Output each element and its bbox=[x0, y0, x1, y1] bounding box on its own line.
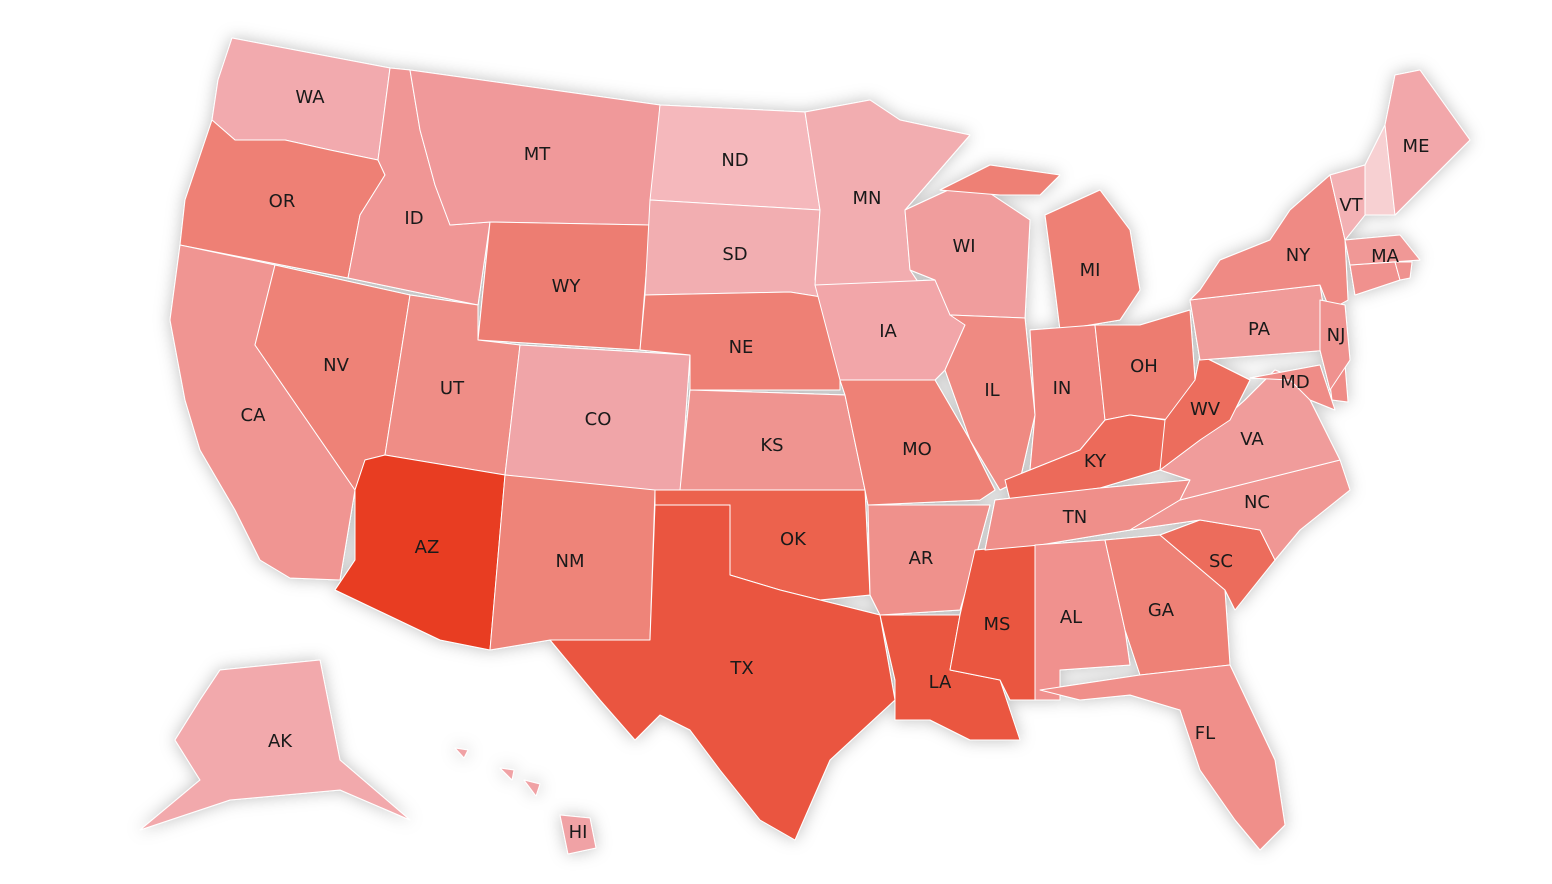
state-label: MN bbox=[853, 188, 882, 209]
state-label: WA bbox=[295, 87, 325, 108]
state-shape bbox=[839, 379, 996, 506]
state-label: AR bbox=[909, 548, 934, 569]
state-label: ND bbox=[721, 150, 748, 171]
state-label: MS bbox=[984, 614, 1011, 635]
state-label: ME bbox=[1403, 136, 1430, 157]
state-shape bbox=[1384, 69, 1471, 216]
state-label: OK bbox=[780, 529, 807, 550]
state-shape bbox=[1344, 234, 1421, 266]
state-label: HI bbox=[569, 822, 588, 843]
state-shape bbox=[1394, 261, 1413, 281]
state-label: KY bbox=[1084, 451, 1107, 472]
state-labels: WA OR CA NV ID MT WY UT AZ CO NM ND SD NE KS OK TX MN IA MO… bbox=[241, 87, 1430, 843]
state-shape bbox=[1039, 664, 1286, 851]
state-shape bbox=[1159, 354, 1251, 471]
state-label: CO bbox=[585, 409, 612, 430]
state-label: LA bbox=[929, 672, 952, 693]
state-shape bbox=[139, 659, 411, 831]
state-label: OR bbox=[269, 191, 296, 212]
state-label: VT bbox=[1339, 195, 1363, 216]
state-shape bbox=[1249, 364, 1336, 411]
state-label: GA bbox=[1148, 600, 1175, 621]
state-label: TX bbox=[729, 658, 753, 679]
state-shape bbox=[1129, 459, 1351, 561]
state-label: NM bbox=[556, 551, 585, 572]
state-label: MO bbox=[902, 439, 932, 460]
state-label: FL bbox=[1195, 723, 1215, 744]
state-shape bbox=[867, 504, 991, 616]
state-label: IL bbox=[984, 380, 999, 401]
state-label: TN bbox=[1062, 507, 1087, 528]
state-label: NE bbox=[729, 337, 754, 358]
state-label: WY bbox=[552, 276, 582, 297]
state-shape bbox=[939, 164, 1141, 331]
state-shape bbox=[944, 314, 1036, 491]
state-label: WI bbox=[952, 236, 975, 257]
state-label: AL bbox=[1060, 607, 1082, 628]
state-label: AK bbox=[268, 731, 293, 752]
state-label: IN bbox=[1053, 378, 1072, 399]
state-shape bbox=[454, 747, 597, 855]
state-shape bbox=[1319, 299, 1351, 391]
state-label: KS bbox=[760, 435, 783, 456]
state-label: MT bbox=[524, 144, 552, 165]
state-label: NY bbox=[1286, 245, 1311, 266]
state-label: NV bbox=[323, 355, 349, 376]
state-label: ID bbox=[404, 208, 423, 229]
state-shape bbox=[639, 291, 841, 391]
state-label: WV bbox=[1190, 399, 1221, 420]
state-label: UT bbox=[440, 378, 465, 399]
state-shape bbox=[549, 504, 896, 841]
state-label: VA bbox=[1240, 429, 1264, 450]
states bbox=[139, 37, 1471, 855]
state-label: MA bbox=[1371, 246, 1400, 267]
state-label: SD bbox=[722, 244, 747, 265]
state-label: IA bbox=[879, 321, 897, 342]
state-label: NC bbox=[1244, 492, 1270, 513]
state-label: AZ bbox=[415, 537, 440, 558]
state-shape bbox=[1189, 174, 1349, 311]
state-label: NJ bbox=[1327, 325, 1346, 346]
state-label: MI bbox=[1080, 260, 1101, 281]
state-label: PA bbox=[1248, 319, 1271, 340]
state-shape bbox=[1329, 164, 1366, 241]
state-label: OH bbox=[1130, 356, 1158, 377]
state-label: CA bbox=[241, 405, 267, 426]
state-label: MD bbox=[1280, 372, 1309, 393]
state-label: SC bbox=[1209, 551, 1233, 572]
